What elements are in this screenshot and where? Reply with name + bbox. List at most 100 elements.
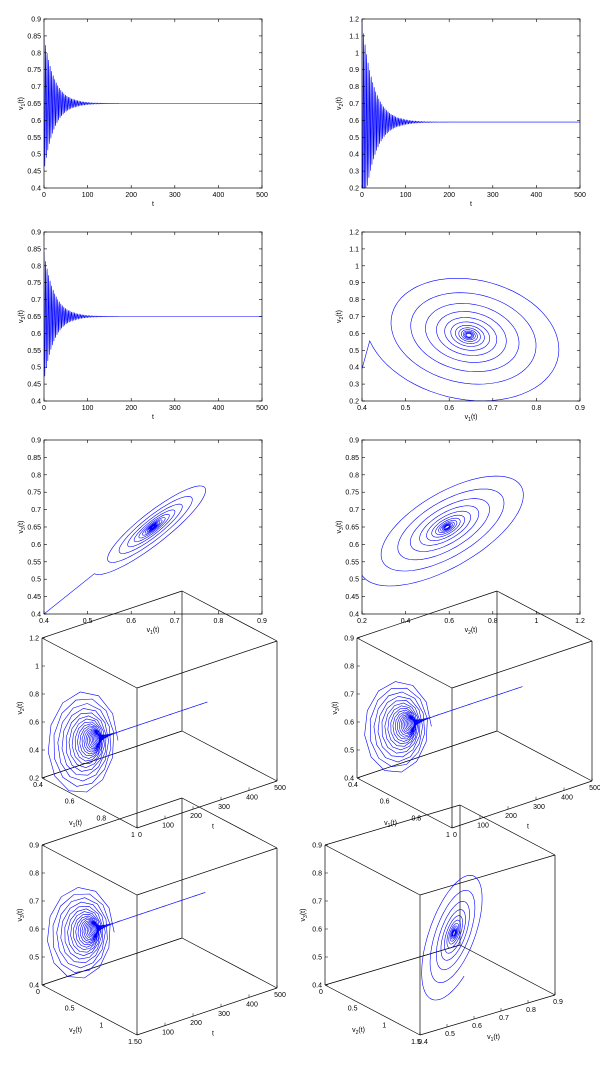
label-part: v xyxy=(18,529,25,533)
back-edge xyxy=(324,944,461,986)
y-axis-label-text: v3(t) xyxy=(336,521,345,534)
y-axis-label: v3(t) xyxy=(18,521,27,534)
b-tick-label: 400 xyxy=(246,1001,258,1008)
y-axis-label-text: v1(t) xyxy=(18,97,27,110)
x-tick-label: 0 xyxy=(42,405,46,412)
box-edge xyxy=(496,590,593,642)
a-axis-label-text: v1(t) xyxy=(69,820,82,829)
b-axis-label: v1(t) xyxy=(487,1034,500,1043)
box-edge xyxy=(324,804,461,846)
label-part: v xyxy=(336,319,343,323)
label-sub: 2 xyxy=(468,630,471,636)
box-edge xyxy=(356,777,453,829)
box-edge xyxy=(459,804,556,856)
y-tick-label: 0.55 xyxy=(27,135,41,142)
y-tick-label: 0.3 xyxy=(349,169,359,176)
y-tick-label: 0.9 xyxy=(31,230,41,237)
chart3d-v2-v1-v3: 00.511.50.40.50.60.70.80.90.40.50.60.70.… xyxy=(300,804,563,1046)
y-axis-label-text: v2(t) xyxy=(336,97,345,110)
label-part: v xyxy=(17,710,24,714)
y-tick-label: 0.45 xyxy=(345,594,359,601)
x-axis-label-text: v1(t) xyxy=(465,414,478,423)
a-tick-label: 1 xyxy=(99,1022,103,1029)
box-edge xyxy=(356,637,453,689)
z-axis-label-text: v3(t) xyxy=(332,702,341,715)
x-tick-label: 0.6 xyxy=(126,618,136,625)
x-tick-label: 500 xyxy=(256,192,268,199)
a-tick-label: 0.4 xyxy=(348,782,358,789)
y-tick-label: 0.6 xyxy=(31,542,41,549)
label-part: (t) xyxy=(300,909,307,916)
y-tick-label: 0.55 xyxy=(27,348,41,355)
y-tick-label: 0.85 xyxy=(27,455,41,462)
y-tick-label: 0.45 xyxy=(27,169,41,176)
label-part: (t) xyxy=(75,1027,82,1034)
box-edge xyxy=(324,984,421,1036)
series-line xyxy=(44,35,262,167)
label-sub: 1 xyxy=(468,417,471,423)
y-tick-label: 0.75 xyxy=(27,67,41,74)
x-axis-label: t xyxy=(152,201,154,208)
z-axis-label-text: v2(t) xyxy=(17,702,26,715)
label-part: v xyxy=(300,917,307,921)
b-axis-label-text: v1(t) xyxy=(487,1034,500,1043)
y-tick-label: 0.7 xyxy=(31,297,41,304)
z-tick-label: 0.6 xyxy=(29,720,39,727)
y-tick-label: 0.85 xyxy=(27,33,41,40)
label-part: (t) xyxy=(75,820,82,827)
series-line xyxy=(44,252,262,377)
label-sub: 3 xyxy=(303,915,309,918)
z-tick-label: 0.6 xyxy=(312,927,322,934)
x-tick-label: 100 xyxy=(82,405,94,412)
box-edge xyxy=(41,637,138,689)
series-line xyxy=(362,20,580,188)
z-tick-label: 0.9 xyxy=(29,843,39,850)
plot-frame xyxy=(361,231,581,402)
label-part: v xyxy=(147,627,151,634)
y-tick-label: 0.75 xyxy=(27,490,41,497)
y-tick-label: 0.6 xyxy=(349,542,359,549)
y-tick-label: 0.9 xyxy=(349,438,359,445)
y-tick-label: 0.5 xyxy=(31,577,41,584)
plot-frame xyxy=(361,18,581,189)
box-edge xyxy=(136,847,278,896)
label-part: v xyxy=(18,106,25,110)
chart-v1-vs-t: 0 100 200 300 400 500 0.4 0.45 0.5 0.55 0.6 0.65 0.7… xyxy=(18,17,268,209)
b-axis-label: t xyxy=(527,824,529,831)
box-edge xyxy=(181,590,278,642)
chart-v3-vs-t: 0 100 200 300 400 500 0.4 0.45 0.5 0.55 0.6 0.65 0.7… xyxy=(18,230,268,422)
x-tick-label: 0.2 xyxy=(357,618,367,625)
label-sub: 2 xyxy=(20,708,26,711)
y-tick-label: 1.1 xyxy=(349,246,359,253)
b-axis-label: t xyxy=(212,824,214,831)
a-tick-label: 1 xyxy=(446,832,450,839)
b-tick-label: 200 xyxy=(190,813,202,820)
b-tick-label: 200 xyxy=(505,813,517,820)
label-sub: 2 xyxy=(339,316,345,319)
y-tick-label: 0.85 xyxy=(345,455,359,462)
y-tick-label: 1 xyxy=(355,263,359,270)
label-part: v xyxy=(69,1027,73,1034)
y-tick-label: 0.45 xyxy=(27,382,41,389)
y-tick-label: 0.5 xyxy=(349,577,359,584)
label-sub: 2 xyxy=(339,103,345,106)
b-tick-label: 100 xyxy=(162,823,174,830)
y-tick-label: 0.55 xyxy=(27,559,41,566)
y-tick-label: 0.8 xyxy=(31,472,41,479)
y-tick-label: 0.8 xyxy=(349,297,359,304)
y-axis-label-text: v2(t) xyxy=(336,310,345,323)
b-tick-label: 400 xyxy=(561,794,573,801)
b-tick-label: 500 xyxy=(589,785,600,792)
label-part: (t) xyxy=(336,97,343,104)
z-tick-label: 1 xyxy=(35,664,39,671)
label-part: v xyxy=(384,820,388,827)
x-tick-label: 0.8 xyxy=(214,618,224,625)
b-tick-label: 200 xyxy=(190,1020,202,1027)
y-axis-label: v3(t) xyxy=(18,310,27,323)
label-sub: 1 xyxy=(21,103,27,106)
x-tick-label: 200 xyxy=(125,192,137,199)
x-axis-label: v1(t) xyxy=(465,414,478,423)
box-edge xyxy=(459,944,556,996)
y-tick-label: 0.7 xyxy=(349,101,359,108)
z-axis-label: v3(t) xyxy=(332,702,341,715)
